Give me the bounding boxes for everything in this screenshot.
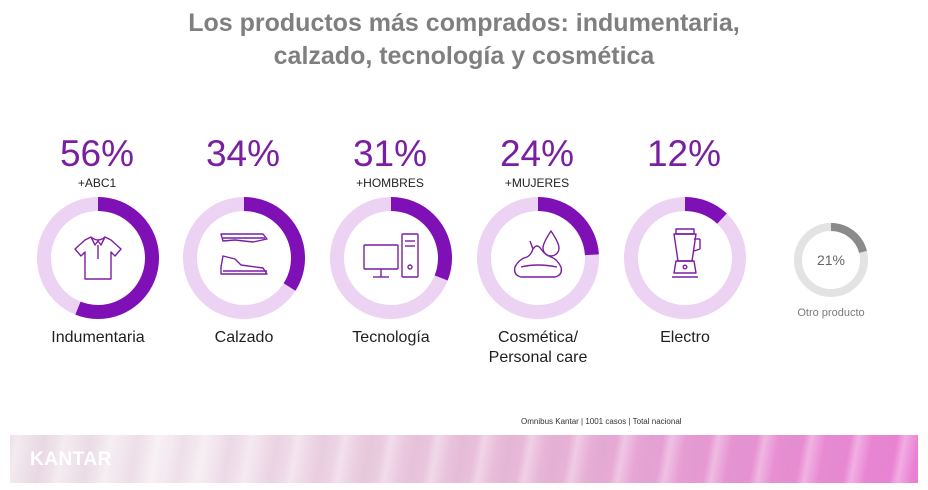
- label-cosmetica: Cosmética/ Personal care: [453, 328, 623, 368]
- source-note: Omnibus Kantar | 1001 casos | Total naci…: [521, 417, 682, 426]
- donut-value-arc: [624, 197, 746, 319]
- label-electro: Electro: [600, 328, 770, 348]
- donut-value-arc: [330, 197, 452, 319]
- shirt-icon: [74, 236, 122, 280]
- label-line-1: Tecnología: [352, 329, 430, 346]
- donut-tecnologia: [330, 197, 452, 319]
- label-tecnologia: Tecnología: [306, 328, 476, 348]
- donut-value-arc: [183, 197, 305, 319]
- label-otro-producto: Otro producto: [797, 307, 865, 319]
- label-indumentaria: Indumentaria: [13, 328, 183, 348]
- computer-icon: [363, 233, 419, 278]
- donut-electro: [624, 197, 746, 319]
- label-line-1: Calzado: [214, 329, 274, 346]
- label-line-2: Personal care: [488, 349, 588, 366]
- footer-pattern: [10, 435, 918, 483]
- label-line-1: Electro: [660, 329, 710, 346]
- donut-value-arc: [794, 223, 868, 297]
- note-tecnologia: +HOMBRES: [356, 176, 424, 190]
- value-indumentaria: 56%: [59, 133, 135, 174]
- donut-cosmetica: [477, 197, 599, 319]
- note-cosmetica: +MUJERES: [504, 176, 570, 190]
- cream-drop-icon: [513, 230, 563, 278]
- donut-value-arc: [37, 197, 159, 319]
- title-line-2: calzado, tecnología y cosmética: [273, 42, 655, 70]
- brand-logo: KANTAR: [30, 449, 112, 470]
- blender-icon: [672, 228, 701, 278]
- value-calzado: 34%: [205, 133, 281, 174]
- donut-indumentaria: [37, 197, 159, 319]
- donut-calzado: [183, 197, 305, 319]
- label-line-1: Indumentaria: [51, 329, 145, 346]
- donut-otro-producto: 21%: [794, 223, 868, 297]
- donut-track: [624, 197, 746, 319]
- label-calzado: Calzado: [159, 328, 329, 348]
- other-value: 21%: [817, 252, 845, 268]
- donut-value-arc: [477, 197, 599, 319]
- footer-band: KANTAR: [10, 435, 918, 483]
- value-tecnologia: 31%: [352, 133, 428, 174]
- value-electro: 12%: [646, 133, 722, 174]
- note-indumentaria: +ABC1: [77, 176, 117, 190]
- shoes-icon: [220, 233, 268, 275]
- page-title: Los productos más comprados: indumentari…: [0, 7, 928, 73]
- value-cosmetica: 24%: [499, 133, 575, 174]
- label-line-1: Cosmética/: [497, 329, 579, 346]
- title-line-1: Los productos más comprados: indumentari…: [188, 9, 740, 37]
